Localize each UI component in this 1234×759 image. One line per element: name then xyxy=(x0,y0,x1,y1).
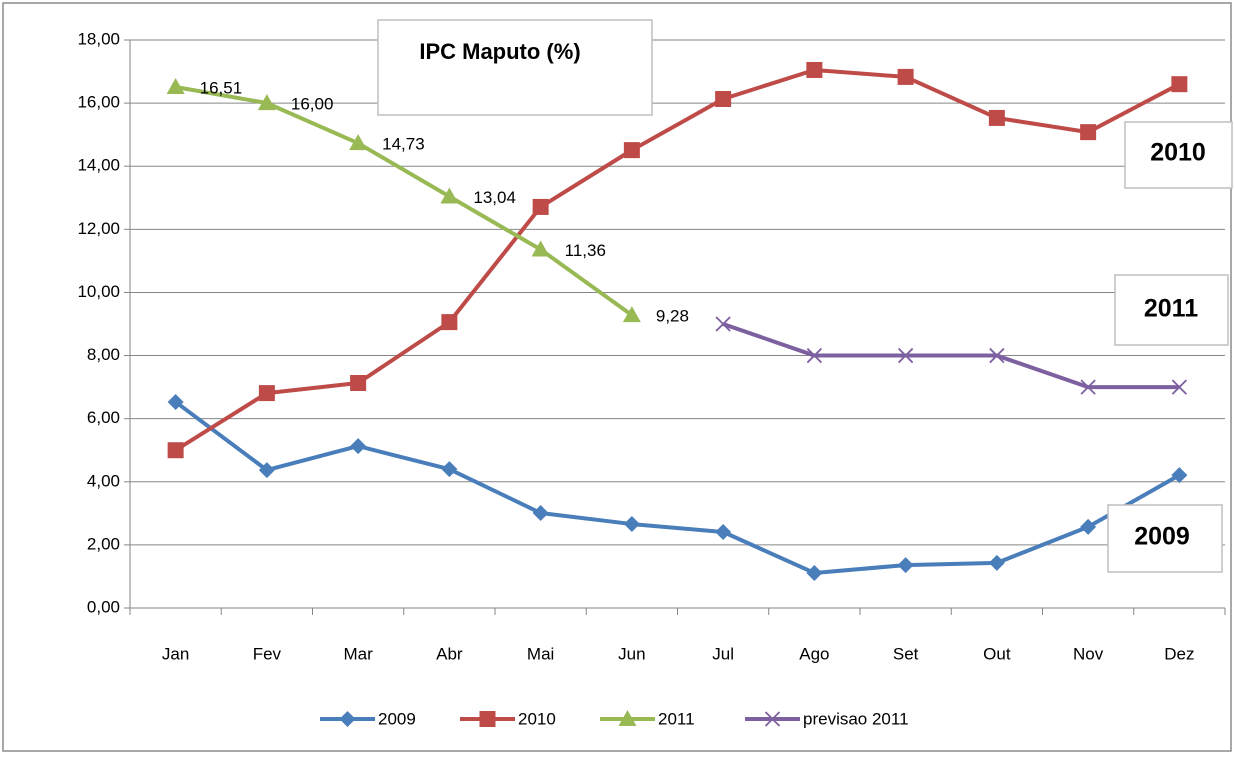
data-point xyxy=(897,68,914,85)
y-tick-label: 8,00 xyxy=(87,345,120,364)
data-point xyxy=(258,385,275,402)
annotation: 2009 xyxy=(1134,523,1190,551)
data-label: 14,73 xyxy=(382,135,425,154)
y-tick-label: 18,00 xyxy=(77,29,120,48)
legend-marker xyxy=(479,711,496,727)
y-tick-label: 16,00 xyxy=(77,93,120,112)
data-point xyxy=(623,516,640,533)
x-tick-label: Ago xyxy=(799,644,829,663)
series-line xyxy=(174,67,1181,452)
data-point xyxy=(988,109,1005,126)
annotation-box xyxy=(1107,504,1223,573)
data-point xyxy=(806,347,823,364)
data-point xyxy=(258,462,275,479)
legend-label: 2009 xyxy=(378,709,416,728)
data-point xyxy=(350,438,367,455)
annotation: IPC Maputo (%) xyxy=(419,39,580,64)
x-tick-label: Dez xyxy=(1164,644,1194,663)
data-point xyxy=(441,314,458,331)
x-tick-label: Jun xyxy=(618,644,645,663)
data-point xyxy=(167,442,184,459)
data-point xyxy=(350,375,367,392)
legend-label: 2010 xyxy=(518,709,556,728)
legend-label: previsao 2011 xyxy=(803,709,909,728)
x-tick-label: Set xyxy=(893,644,919,663)
y-tick-label: 0,00 xyxy=(87,597,120,616)
data-point xyxy=(1171,76,1188,93)
data-point xyxy=(806,61,823,78)
y-tick-label: 14,00 xyxy=(77,156,120,175)
data-point xyxy=(622,306,641,323)
annotation-box xyxy=(1124,121,1233,189)
y-tick-label: 12,00 xyxy=(77,219,120,238)
x-tick-label: Jul xyxy=(712,644,734,663)
data-point xyxy=(988,554,1005,571)
x-tick-label: Nov xyxy=(1073,644,1104,663)
y-tick-label: 6,00 xyxy=(87,408,120,427)
annotation: 2010 xyxy=(1150,139,1206,167)
legend-marker xyxy=(618,710,637,726)
x-tick-label: Jan xyxy=(162,644,189,663)
x-tick-label: Out xyxy=(983,644,1011,663)
data-point xyxy=(349,134,368,151)
x-tick-label: Abr xyxy=(436,644,463,663)
annotation: 2011 xyxy=(1144,295,1198,323)
data-point xyxy=(532,198,549,215)
data-point xyxy=(1080,379,1096,395)
data-label: 9,28 xyxy=(656,307,689,326)
data-label: 16,51 xyxy=(200,79,243,98)
x-tick-label: Mar xyxy=(343,644,373,663)
annotation-box xyxy=(1114,274,1229,346)
data-point xyxy=(989,347,1005,364)
data-point xyxy=(715,316,731,332)
annotation-box xyxy=(377,19,653,116)
series-line xyxy=(175,85,634,317)
series-line xyxy=(174,400,1181,575)
legend-marker xyxy=(339,711,356,727)
data-point xyxy=(1171,467,1188,484)
y-tick-label: 4,00 xyxy=(87,471,120,490)
data-point xyxy=(441,461,458,478)
data-point xyxy=(715,523,732,540)
data-point xyxy=(715,91,732,108)
legend-label: 2011 xyxy=(658,709,695,728)
x-tick-label: Mai xyxy=(527,644,554,663)
data-label: 11,36 xyxy=(565,241,606,260)
data-point xyxy=(897,347,914,364)
data-point xyxy=(440,187,459,204)
y-tick-label: 10,00 xyxy=(77,282,120,301)
data-point xyxy=(532,505,549,522)
data-point xyxy=(166,78,185,95)
data-label: 16,00 xyxy=(291,95,334,114)
data-point xyxy=(167,393,184,410)
data-label: 13,04 xyxy=(473,188,516,207)
y-tick-label: 2,00 xyxy=(87,534,120,553)
data-point xyxy=(1080,124,1097,141)
series-line xyxy=(722,322,1180,390)
legend-marker xyxy=(764,711,781,727)
x-tick-label: Fev xyxy=(253,644,282,663)
data-point xyxy=(623,142,640,159)
data-point xyxy=(257,94,276,111)
data-point xyxy=(531,240,550,257)
data-point xyxy=(806,564,823,581)
data-point xyxy=(1080,518,1097,535)
data-point xyxy=(1171,379,1188,395)
data-point xyxy=(897,557,914,574)
